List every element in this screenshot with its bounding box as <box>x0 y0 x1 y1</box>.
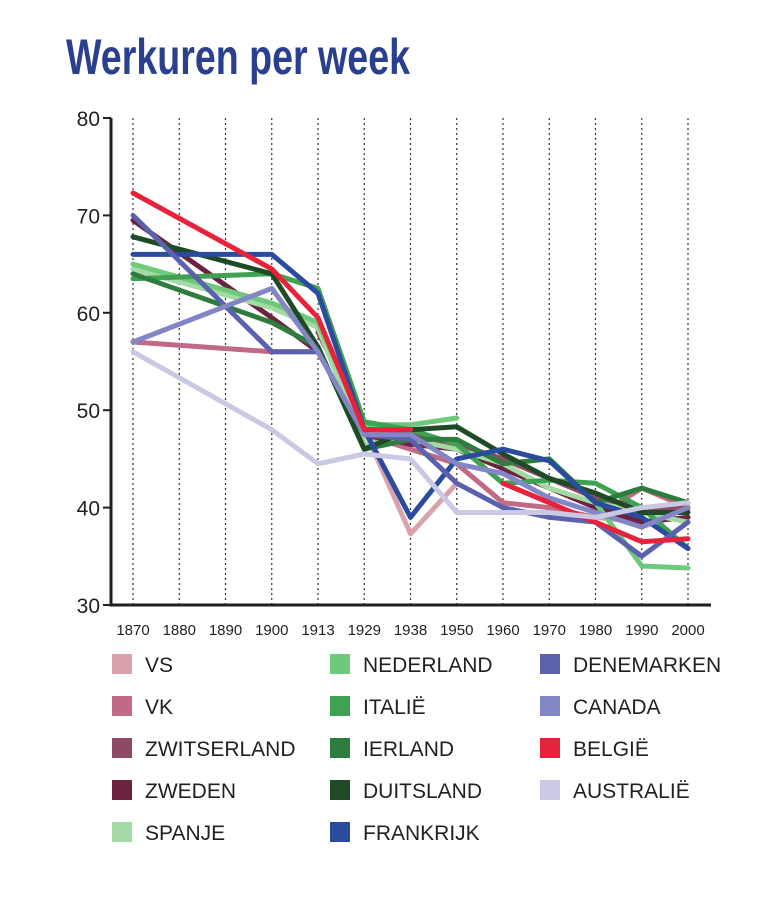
legend-label: DENEMARKEN <box>573 654 721 677</box>
x-tick-label: 1938 <box>394 622 427 639</box>
series-line-10 <box>130 251 691 551</box>
legend-swatch <box>112 738 132 758</box>
legend-swatch <box>540 738 560 758</box>
y-tick-label: 40 <box>77 498 100 521</box>
x-tick-label: 1970 <box>533 622 566 639</box>
x-tick-label: 1929 <box>348 622 381 639</box>
legend-item: IERLAND <box>330 738 454 761</box>
x-tick-label: 2000 <box>671 622 704 639</box>
legend-swatch <box>330 696 350 716</box>
legend-label: VS <box>145 654 173 677</box>
y-tick-label: 80 <box>77 108 100 131</box>
x-tick-label: 1900 <box>255 622 288 639</box>
legend-swatch <box>112 822 132 842</box>
legend-label: ITALIË <box>363 696 426 719</box>
legend-label: ZWEDEN <box>145 780 236 803</box>
series-line-13 <box>130 190 413 433</box>
series-line-13 <box>500 480 691 545</box>
legend-item: AUSTRALIË <box>540 780 690 803</box>
x-tick-label: 1880 <box>163 622 196 639</box>
series-lines <box>130 190 691 571</box>
x-tick-label: 1950 <box>440 622 473 639</box>
legend-swatch <box>112 654 132 674</box>
y-tick-label: 50 <box>77 400 100 423</box>
x-tick-label: 1960 <box>486 622 519 639</box>
legend-item: VS <box>112 654 173 677</box>
x-tick-label: 1990 <box>625 622 658 639</box>
y-tick-labels: 30 40 50 60 70 80 <box>77 108 100 618</box>
legend-item: SPANJE <box>112 822 225 845</box>
legend-swatch <box>112 696 132 716</box>
legend-item: CANADA <box>540 696 661 719</box>
legend-label: CANADA <box>573 696 661 719</box>
series-line-14 <box>130 349 691 520</box>
y-tick-label: 60 <box>77 303 100 326</box>
series-line-11 <box>130 212 691 559</box>
legend-label: AUSTRALIË <box>573 780 690 803</box>
chart-title: Werkuren per week <box>66 29 410 85</box>
x-tick-label: 1913 <box>301 622 334 639</box>
series-line-6 <box>593 500 691 571</box>
legend-item: NEDERLAND <box>330 654 493 677</box>
legend-swatch <box>330 780 350 800</box>
legend-item: DENEMARKEN <box>540 654 721 677</box>
x-tick-label: 1890 <box>209 622 242 639</box>
legend-item: DUITSLAND <box>330 780 482 803</box>
legend-swatch <box>540 654 560 674</box>
legend-item: FRANKRIJK <box>330 822 480 845</box>
y-tick-label: 70 <box>77 205 100 228</box>
x-tick-label: 1980 <box>579 622 612 639</box>
x-tick-label: 1870 <box>116 622 149 639</box>
legend-swatch <box>330 738 350 758</box>
legend-label: IERLAND <box>363 738 454 761</box>
legend-label: DUITSLAND <box>363 780 482 803</box>
legend-swatch <box>330 822 350 842</box>
axes <box>103 117 711 607</box>
legend-swatch <box>540 696 560 716</box>
series-line-4 <box>130 217 691 525</box>
legend-item: VK <box>112 696 173 719</box>
legend-item: ZWITSERLAND <box>112 738 296 761</box>
legend-label: VK <box>145 696 173 719</box>
legend-label: SPANJE <box>145 822 225 845</box>
x-tick-labels: 1870 1880 1890 1900 1913 1929 1938 1950 1960 1970… <box>116 622 704 639</box>
legend-label: FRANKRIJK <box>363 822 480 845</box>
series-line-12 <box>130 285 691 530</box>
legend-swatch <box>540 780 560 800</box>
legend-label: BELGIË <box>573 738 649 761</box>
legend-label: ZWITSERLAND <box>145 738 296 761</box>
legend-swatch <box>112 780 132 800</box>
legend: VS VK ZWITSERLAND ZWEDEN SPANJE NEDERLAND ITAL… <box>112 654 721 845</box>
series-line-9 <box>130 234 691 515</box>
y-tick-label: 30 <box>77 595 100 618</box>
legend-item: ZWEDEN <box>112 780 236 803</box>
legend-item: ITALIË <box>330 696 426 719</box>
legend-label: NEDERLAND <box>363 654 493 677</box>
legend-swatch <box>330 654 350 674</box>
legend-item: BELGIË <box>540 738 649 761</box>
